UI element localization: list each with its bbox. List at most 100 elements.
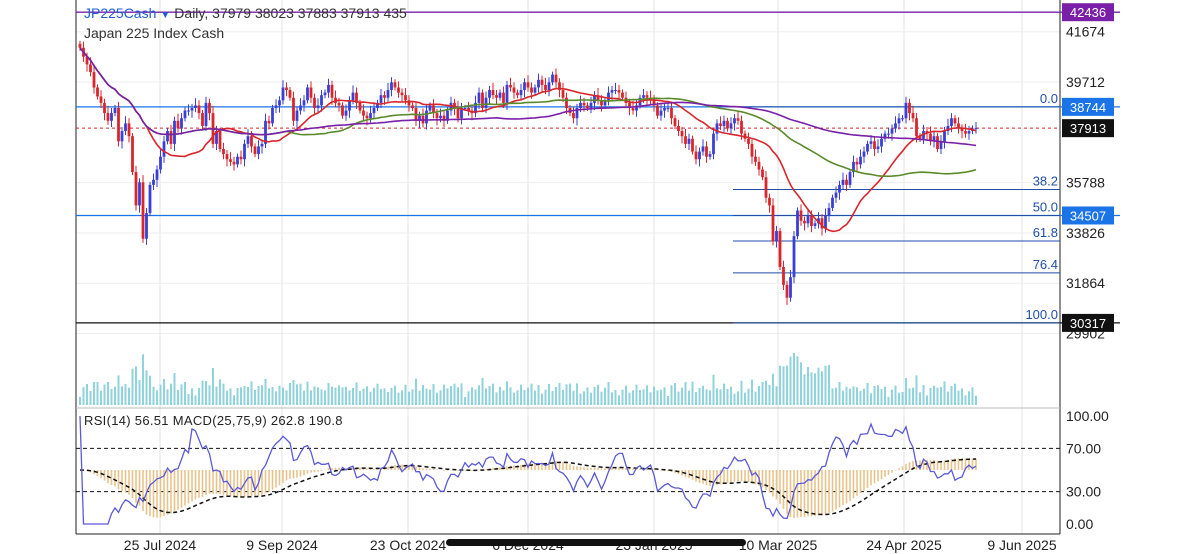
candle-body (806, 215, 810, 224)
date-tick-label: 9 Jun 2025 (987, 537, 1056, 553)
fibonacci-retracement[interactable]: 0.0 38.2 50.0 61.8 76.4 100.0 (733, 91, 1060, 324)
volume-bar (509, 387, 512, 405)
symbol-dropdown-icon[interactable]: ▼ (160, 10, 171, 21)
candle-body (397, 87, 400, 93)
volume-bar (145, 370, 148, 405)
volume-bar (429, 389, 431, 405)
volume-bar (502, 390, 505, 405)
volume-bar (691, 381, 694, 405)
candle-body (740, 120, 743, 134)
volume-bar (698, 388, 701, 405)
volume-bar (810, 372, 813, 405)
volume-bar (464, 397, 466, 405)
candle-body (250, 136, 253, 147)
volume-bar (205, 381, 207, 405)
volume-bar (180, 384, 183, 405)
candle-body (670, 107, 673, 119)
price-box (1062, 313, 1114, 332)
candle-body (313, 97, 316, 108)
candle-body (117, 107, 120, 142)
volume-bar (285, 390, 288, 405)
candle-body (453, 102, 456, 108)
candle-body (85, 56, 89, 65)
volume-bar (159, 384, 162, 405)
volume-bar (695, 392, 697, 405)
candle-body (533, 87, 537, 93)
candle-body (610, 90, 614, 93)
volume-bar (772, 373, 774, 405)
volume-bar (653, 386, 655, 405)
candle-body (386, 90, 390, 98)
volume-bar (264, 379, 267, 405)
candle-body (687, 138, 691, 144)
time-scrollbar[interactable] (446, 539, 746, 546)
candle-body (148, 184, 152, 214)
volume-bar (656, 390, 659, 405)
date-tick-label: 23 Oct 2024 (370, 537, 446, 553)
candle-body (124, 123, 127, 132)
candle-body (642, 95, 645, 98)
candle-body (652, 100, 656, 106)
volume-bar (968, 391, 970, 405)
volume-bar (513, 392, 515, 405)
candle-body (666, 107, 670, 109)
candle-body (260, 143, 264, 147)
volume-bar (152, 386, 155, 405)
candle-body (754, 156, 757, 162)
candle-body (215, 131, 218, 144)
volume-bar (352, 388, 354, 405)
candle-body (390, 82, 393, 91)
candle-body (134, 172, 138, 206)
candle-body (701, 146, 705, 152)
volume-bar (317, 387, 319, 405)
volume-bar (516, 390, 519, 405)
volume-bar (908, 388, 911, 405)
candle-body (869, 141, 873, 144)
volume-bar (390, 388, 393, 405)
candle-body (467, 107, 470, 111)
candle-body (887, 133, 890, 135)
volume-bar (663, 387, 666, 405)
candle-body (558, 82, 561, 91)
volume-bar (376, 383, 379, 405)
volume-bar (474, 389, 477, 405)
volume-bar (226, 390, 228, 405)
candle-body (537, 79, 540, 88)
candle-body (278, 100, 281, 106)
candle-body (929, 133, 932, 142)
candle-body (309, 87, 313, 98)
volume-bar (229, 388, 232, 405)
candle-body (838, 184, 841, 193)
candle-body (369, 113, 372, 119)
price-box-label: 42436 (1070, 5, 1106, 20)
interval-label: Daily, (174, 5, 209, 21)
candle-body (698, 151, 701, 160)
volume-bar (607, 382, 610, 405)
volume-bar (415, 378, 417, 405)
symbol-name[interactable]: JP225Cash (84, 5, 157, 21)
date-tick-label: 9 Sep 2024 (246, 537, 318, 553)
volume-bar (796, 356, 799, 405)
candle-body (232, 161, 236, 165)
candle-body (138, 182, 141, 206)
candle-body (166, 131, 169, 142)
candle-body (131, 136, 134, 173)
candle-body (852, 161, 855, 173)
volume-bar (688, 390, 690, 405)
symbol-header[interactable]: JP225Cash ▼ Daily, 37979 38023 37883 37913… (84, 5, 407, 21)
volume-bar (446, 388, 449, 405)
volume-bar (219, 379, 221, 405)
price-box (1062, 3, 1114, 22)
volume-bar (817, 367, 820, 405)
volume-bar (541, 393, 543, 405)
volume-bar (789, 356, 792, 405)
indicator-tick-label: 0.00 (1066, 516, 1093, 532)
candle-body (841, 179, 845, 185)
candle-body (883, 133, 887, 139)
volume-bar (310, 390, 312, 405)
candle-body (288, 90, 292, 98)
candle-body (645, 95, 649, 98)
volume-bar (709, 390, 711, 405)
candle-body (526, 82, 530, 88)
